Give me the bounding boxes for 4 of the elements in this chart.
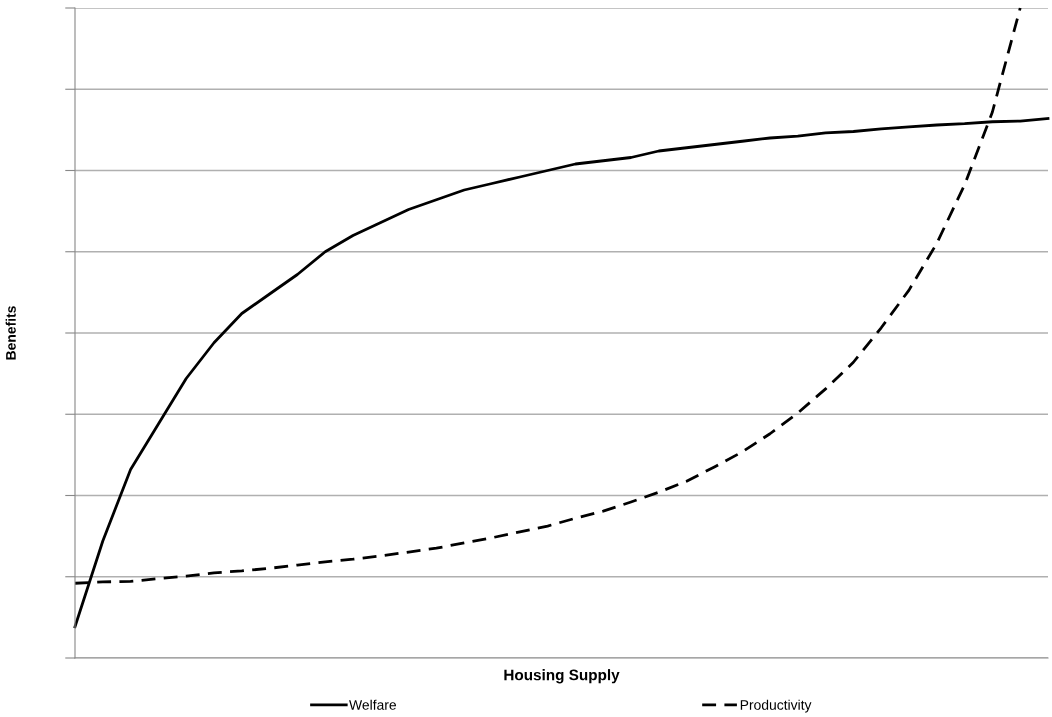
legend-label: Productivity — [740, 699, 812, 713]
x-axis-title: Housing Supply — [504, 669, 620, 684]
legend-label: Welfare — [349, 699, 397, 710]
y-axis-title: Benefits — [5, 306, 16, 360]
